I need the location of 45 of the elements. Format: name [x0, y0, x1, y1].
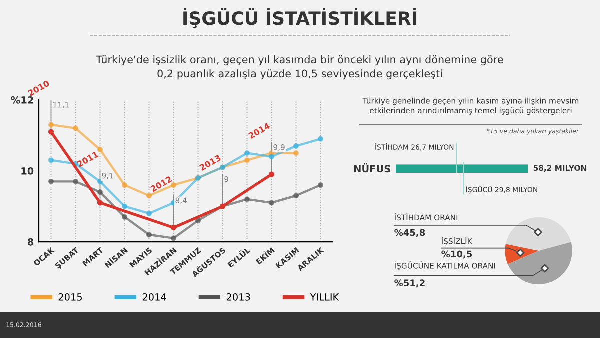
point — [244, 196, 250, 202]
data-label: %45,8 — [394, 229, 426, 238]
point — [72, 178, 79, 184]
point — [48, 129, 54, 135]
point — [97, 200, 104, 206]
point — [146, 232, 152, 238]
point — [293, 193, 300, 199]
point — [48, 158, 54, 164]
point — [146, 210, 152, 216]
y-tick-label: NÜFUS — [354, 164, 390, 173]
point — [195, 218, 202, 224]
point — [97, 178, 104, 184]
point — [170, 225, 177, 231]
chart-title: İŞGÜCÜ İSTATİSTİKLERİ — [184, 8, 416, 28]
point — [122, 182, 128, 188]
y-tick-label: 8 — [28, 238, 34, 246]
legend-label: 2013 — [226, 294, 250, 301]
point — [318, 136, 324, 142]
pie-slice — [506, 217, 572, 251]
legend-label: 2015 — [58, 294, 82, 301]
point — [170, 236, 177, 242]
point — [48, 122, 54, 128]
data-label: %10,5 — [442, 250, 472, 259]
legend-label: YILLIK — [310, 294, 340, 301]
point — [122, 214, 128, 220]
legend-label: 2014 — [142, 294, 166, 301]
point — [293, 150, 300, 156]
pie-slice — [508, 242, 572, 285]
chart-subtitle: Türkiye'de işsizlik oranı, geçen yıl kasımda bir önceki yılın aynı dönemine göre 0,2 puanlık azalışla yüzde 10,5 seviyesinde gerçekleşti — [96, 56, 504, 80]
point — [268, 200, 275, 206]
point — [146, 193, 152, 199]
point — [268, 172, 275, 178]
point — [293, 143, 300, 149]
point — [244, 158, 250, 164]
point — [48, 178, 54, 184]
point — [97, 190, 104, 196]
point — [244, 150, 250, 156]
point — [268, 154, 275, 160]
point — [72, 126, 79, 132]
point — [318, 182, 324, 188]
y-tick-label: %12 — [11, 96, 34, 104]
y-tick-label: 10 — [22, 168, 34, 175]
point — [97, 146, 104, 153]
data-label: %51,2 — [394, 280, 425, 288]
point — [122, 204, 128, 210]
